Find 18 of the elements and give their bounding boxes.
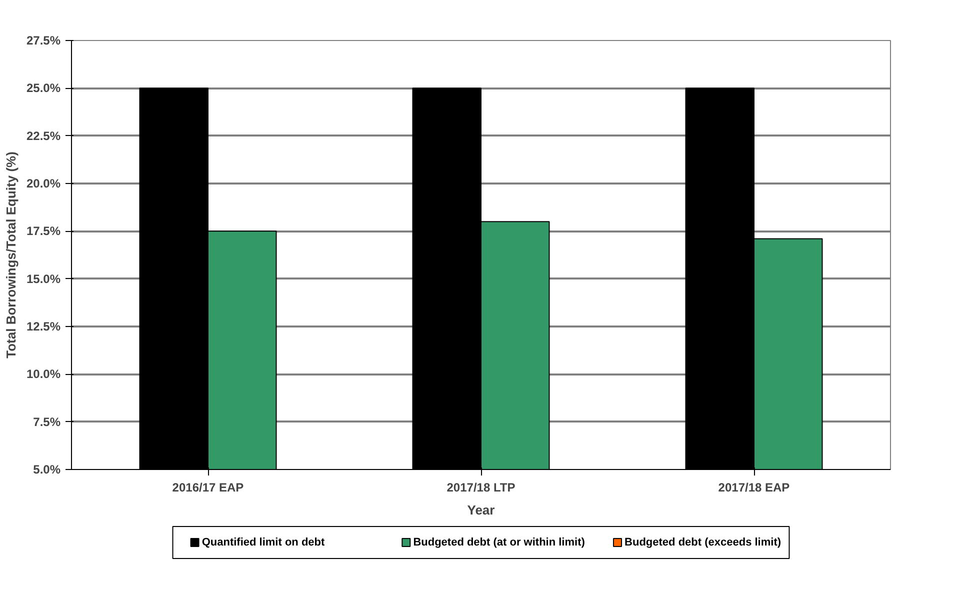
y-tick-label: 5.0%	[33, 462, 61, 476]
x-tick-label: 2016/17 EAP	[172, 480, 244, 494]
x-axis-title: Year	[467, 502, 495, 518]
y-tick-label: 20.0%	[26, 176, 61, 190]
x-tick-label: 2017/18 LTP	[446, 480, 516, 494]
legend-label: Budgeted debt (at or within limit)	[413, 536, 586, 548]
legend-label: Budgeted debt (exceeds limit)	[624, 536, 782, 548]
y-tick-label: 12.5%	[26, 320, 61, 334]
y-tick-label: 15.0%	[26, 272, 61, 286]
y-tick-label: 25.0%	[26, 81, 61, 96]
y-tick-label: 27.5%	[26, 34, 61, 48]
y-tick-label: 7.5%	[33, 414, 61, 429]
y-tick-label: 10.0%	[26, 367, 61, 382]
y-axis-title: Total Borrowings/Total Equity (%)	[3, 152, 18, 358]
legend-label: Quantified limit on debt	[202, 536, 325, 548]
x-tick-label: 2017/18 EAP	[718, 480, 790, 494]
y-tick-label: 17.5%	[26, 224, 61, 238]
y-tick-label: 22.5%	[26, 128, 61, 143]
